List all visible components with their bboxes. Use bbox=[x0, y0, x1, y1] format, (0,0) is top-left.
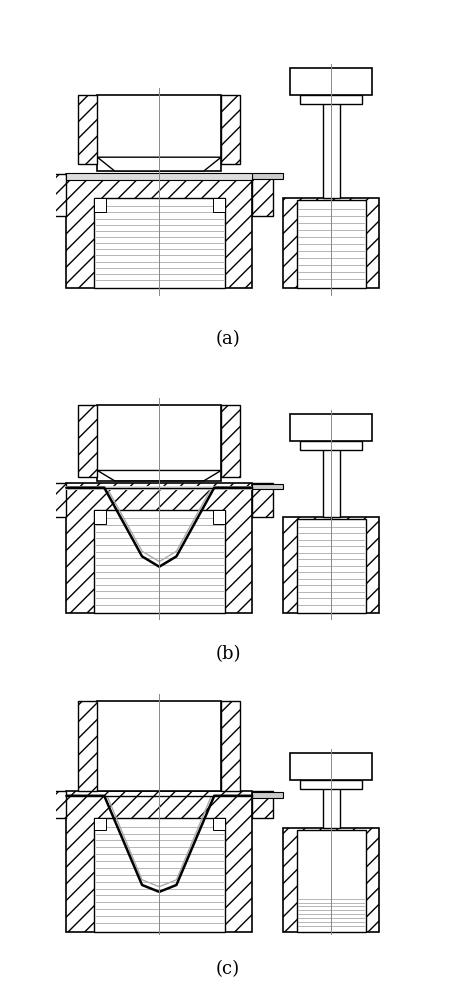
Bar bbox=[94, 198, 106, 212]
Bar bbox=[289, 414, 372, 441]
Bar bbox=[283, 198, 379, 288]
Bar bbox=[94, 510, 106, 524]
Bar bbox=[296, 830, 365, 932]
Bar bbox=[66, 174, 252, 288]
Bar bbox=[221, 405, 239, 477]
Bar bbox=[212, 510, 224, 524]
Bar bbox=[78, 95, 97, 164]
Bar bbox=[296, 200, 365, 288]
Text: (c): (c) bbox=[216, 960, 239, 978]
Bar bbox=[66, 486, 252, 490]
Bar bbox=[252, 483, 272, 517]
Bar bbox=[322, 95, 339, 198]
Bar bbox=[212, 198, 224, 212]
Bar bbox=[322, 441, 339, 517]
Polygon shape bbox=[97, 157, 221, 171]
Bar bbox=[299, 95, 361, 104]
Polygon shape bbox=[97, 470, 221, 481]
Bar bbox=[94, 818, 224, 932]
Bar bbox=[252, 173, 283, 178]
Bar bbox=[94, 510, 224, 613]
Bar bbox=[299, 441, 361, 450]
Bar bbox=[97, 405, 221, 481]
Bar bbox=[66, 483, 252, 613]
Bar bbox=[46, 791, 66, 818]
Bar bbox=[78, 701, 97, 791]
Bar bbox=[221, 95, 239, 164]
Bar bbox=[322, 780, 339, 828]
Bar bbox=[299, 780, 361, 789]
Bar bbox=[252, 791, 272, 818]
Bar bbox=[289, 68, 372, 95]
Bar bbox=[252, 792, 283, 798]
Bar bbox=[94, 818, 106, 830]
Bar bbox=[97, 95, 221, 171]
Bar bbox=[66, 791, 252, 932]
Bar bbox=[212, 818, 224, 830]
Bar bbox=[289, 753, 372, 780]
Bar bbox=[252, 174, 272, 216]
Bar bbox=[94, 198, 224, 288]
Bar bbox=[46, 174, 66, 216]
Bar bbox=[46, 483, 66, 517]
Text: (a): (a) bbox=[215, 330, 240, 348]
Text: (b): (b) bbox=[215, 645, 240, 663]
Bar bbox=[97, 701, 221, 791]
Bar bbox=[66, 173, 252, 180]
Bar bbox=[221, 701, 239, 791]
Bar bbox=[283, 517, 379, 613]
Bar bbox=[296, 519, 365, 613]
Bar bbox=[283, 828, 379, 932]
Bar bbox=[78, 405, 97, 477]
Bar bbox=[252, 484, 283, 489]
